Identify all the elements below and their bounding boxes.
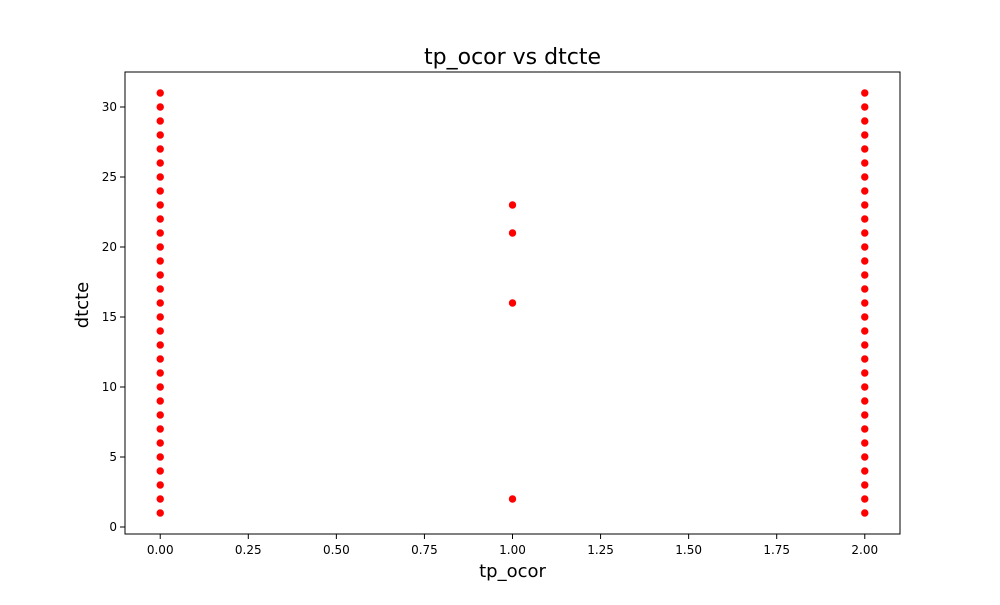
data-point [860, 214, 870, 224]
x-tick-label: 1.25 [587, 543, 614, 557]
data-point [860, 228, 870, 238]
data-point [860, 410, 870, 420]
x-tick-label: 1.00 [499, 543, 526, 557]
x-tick-label: 0.25 [235, 543, 262, 557]
data-point [860, 508, 870, 518]
y-tick-label: 25 [102, 170, 117, 184]
data-point [860, 382, 870, 392]
data-point [860, 494, 870, 504]
data-point [860, 242, 870, 252]
data-point [860, 340, 870, 350]
data-point [508, 228, 517, 238]
y-axis-title: dtcte [72, 282, 93, 329]
data-point [860, 284, 870, 294]
x-tick-label: 0.50 [323, 543, 350, 557]
data-point [155, 158, 165, 168]
x-axis: 0.00 0.25 0.50 0.75 1.00 1.25 1.50 1.75 2.00 [147, 534, 878, 557]
x-axis-title: tp_ocor [479, 561, 546, 582]
data-point [155, 144, 165, 154]
data-point [860, 102, 870, 112]
data-point [155, 214, 165, 224]
chart-title: tp_ocor vs dtcte [424, 45, 601, 70]
y-tick-label: 0 [109, 520, 117, 534]
y-axis: 0 5 10 15 20 25 30 [102, 100, 125, 534]
data-point [860, 368, 870, 378]
y-tick-label: 10 [102, 380, 117, 394]
data-point [860, 466, 870, 476]
data-point [155, 494, 165, 504]
points-layer [155, 88, 870, 518]
data-point [860, 312, 870, 322]
data-point [155, 382, 165, 392]
data-point [860, 298, 870, 308]
data-point [860, 438, 870, 448]
data-point [155, 508, 165, 518]
data-point [860, 172, 870, 182]
data-point [155, 186, 165, 196]
data-point [860, 396, 870, 406]
data-point [860, 116, 870, 126]
data-point [155, 242, 165, 252]
x-tick-label: 1.50 [675, 543, 702, 557]
data-point [155, 102, 165, 112]
y-tick-label: 30 [102, 100, 117, 114]
data-point [860, 186, 870, 196]
data-point [155, 452, 165, 462]
data-point [860, 158, 870, 168]
y-tick-label: 15 [102, 310, 117, 324]
data-point [860, 144, 870, 154]
data-point [155, 298, 165, 308]
data-point [155, 200, 165, 210]
data-point [155, 270, 165, 280]
data-point [155, 466, 165, 476]
y-tick-label: 5 [109, 450, 117, 464]
x-tick-label: 2.00 [851, 543, 878, 557]
data-point [155, 88, 165, 98]
data-point [860, 452, 870, 462]
x-tick-label: 1.75 [763, 543, 790, 557]
data-point [860, 130, 870, 140]
plot-frame [124, 71, 901, 535]
data-point [155, 130, 165, 140]
data-point [155, 368, 165, 378]
data-point [155, 480, 165, 490]
data-point [155, 424, 165, 434]
data-point [155, 228, 165, 238]
data-point [155, 340, 165, 350]
data-point [508, 298, 517, 308]
data-point [155, 396, 165, 406]
data-point [860, 88, 870, 98]
data-point [155, 410, 165, 420]
data-point [155, 116, 165, 126]
data-point [155, 284, 165, 294]
x-tick-label: 0.00 [147, 543, 174, 557]
data-point [508, 200, 517, 210]
data-point [155, 172, 165, 182]
data-point [508, 494, 517, 504]
data-point [860, 424, 870, 434]
data-point [860, 326, 870, 336]
data-point [155, 438, 165, 448]
data-point [155, 326, 165, 336]
y-tick-label: 20 [102, 240, 117, 254]
data-point [155, 312, 165, 322]
data-point [860, 200, 870, 210]
data-point [860, 354, 870, 364]
data-point [155, 256, 165, 266]
data-point [860, 270, 870, 280]
data-point [860, 480, 870, 490]
x-tick-label: 0.75 [411, 543, 438, 557]
data-point [860, 256, 870, 266]
data-point [155, 354, 165, 364]
